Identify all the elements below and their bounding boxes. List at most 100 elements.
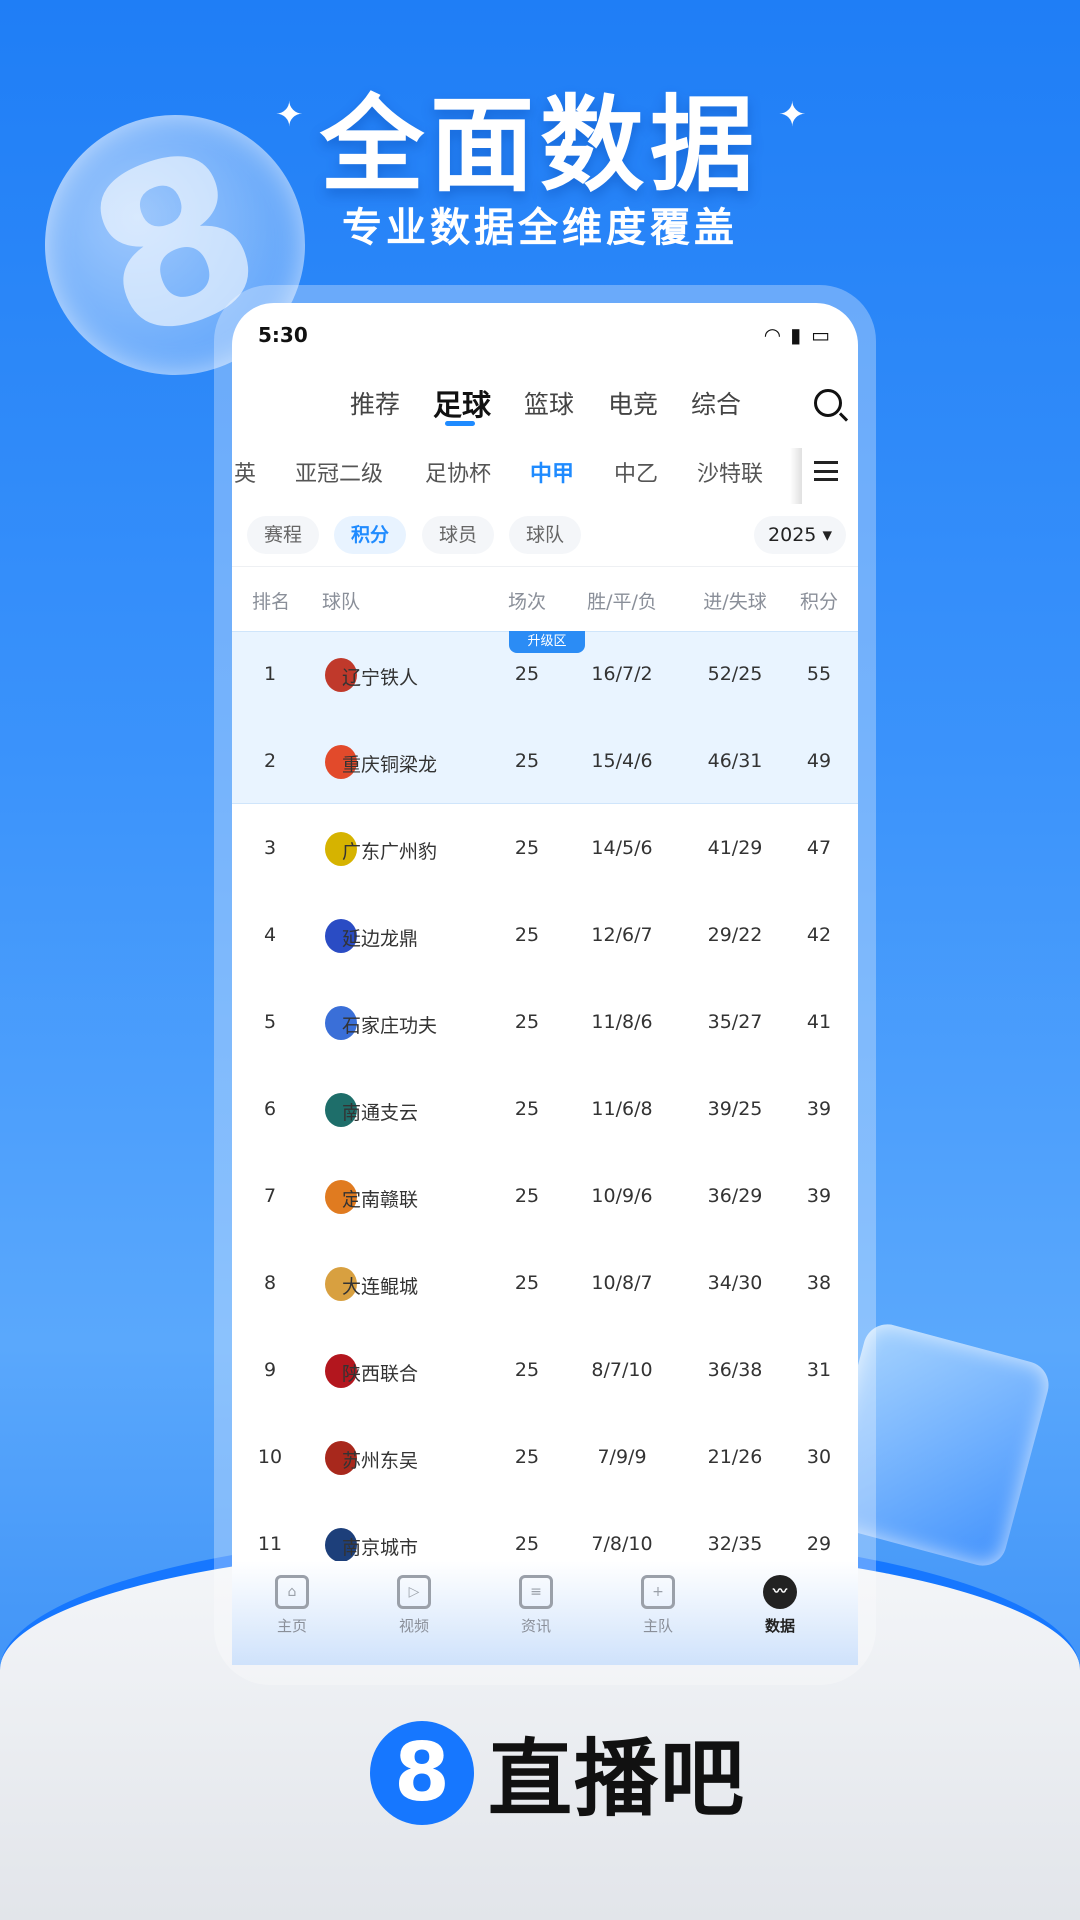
table-row[interactable]: 6 南通支云 25 11/6/8 39/25 39: [232, 1066, 858, 1153]
data-chart-icon: 〰: [763, 1575, 797, 1609]
team-logo: [325, 1441, 357, 1475]
table-row[interactable]: 9 陕西联合 25 8/7/10 36/38 31: [232, 1327, 858, 1414]
table-row[interactable]: 10 苏州东吴 25 7/9/9 21/26 30: [232, 1414, 858, 1501]
win-draw-loss: 10/9/6: [591, 1185, 653, 1207]
matches-played: 25: [514, 1272, 540, 1294]
goals-for-against: 36/29: [707, 1185, 763, 1207]
home-icon: ⌂: [275, 1575, 309, 1609]
team-rank: 11: [257, 1533, 283, 1555]
header-rank: 排名: [252, 591, 291, 613]
goals-for-against: 35/27: [707, 1011, 763, 1033]
chip-players[interactable]: 球员: [422, 516, 495, 554]
points: 49: [806, 750, 832, 772]
team-name: 重庆铜梁龙: [342, 754, 438, 776]
team-name: 延边龙鼎: [342, 928, 419, 950]
points: 38: [806, 1272, 832, 1294]
battery-icon: ▭: [811, 323, 830, 347]
nav-item[interactable]: ▷ 视频: [374, 1575, 454, 1636]
team-logo: [325, 1180, 357, 1214]
bottom-nav: ⌂ 主页 ▷ 视频 ≡ 资讯 + 主队 〰数据: [232, 1561, 858, 1665]
team-logo: [325, 1267, 357, 1301]
nav-item[interactable]: 〰数据: [740, 1575, 820, 1636]
table-row[interactable]: 1 辽宁铁人 25 16/7/2 52/25 55: [232, 631, 858, 718]
win-draw-loss: 16/7/2: [591, 663, 653, 685]
team-name: 陕西联合: [342, 1363, 419, 1385]
signal-icon: ▮: [790, 323, 802, 347]
matches-played: 25: [514, 1098, 540, 1120]
win-draw-loss: 7/8/10: [591, 1533, 653, 1555]
table-row[interactable]: 11 南京城市 25 7/8/10 32/35 29: [232, 1501, 858, 1588]
search-icon[interactable]: [814, 389, 842, 417]
points: 47: [806, 837, 832, 859]
brand-logo: 8 直播吧: [370, 1712, 746, 1833]
team-logo: [325, 832, 357, 866]
table-row[interactable]: 7 定南赣联 25 10/9/6 36/29 39: [232, 1153, 858, 1240]
promo-subtitle: 专业数据全维度覆盖: [342, 205, 738, 251]
team-name: 苏州东吴: [342, 1450, 419, 1472]
season-value: 2025: [768, 524, 817, 546]
header-goals: 进/失球: [703, 591, 767, 613]
win-draw-loss: 14/5/6: [591, 837, 653, 859]
team-shield-icon: +: [641, 1575, 675, 1609]
points: 41: [806, 1011, 832, 1033]
goals-for-against: 21/26: [707, 1446, 763, 1468]
sport-tabs: 推荐 足球 篮球 电竞 综合: [232, 385, 858, 425]
goals-for-against: 39/25: [707, 1098, 763, 1120]
brand-mark: 8: [370, 1720, 474, 1825]
chip-standings[interactable]: 积分: [334, 516, 407, 554]
season-select[interactable]: 2025 ▾: [754, 516, 846, 554]
goals-for-against: 34/30: [707, 1272, 763, 1294]
matches-played: 25: [514, 1533, 540, 1555]
team-logo: [325, 1006, 357, 1040]
nav-item[interactable]: + 主队: [618, 1575, 698, 1636]
menu-icon[interactable]: [814, 461, 838, 481]
team-name: 大连鲲城: [342, 1276, 419, 1298]
table-row[interactable]: 5 石家庄功夫 25 11/8/6 35/27 41: [232, 979, 858, 1066]
league-tab[interactable]: 沙特联: [697, 462, 764, 487]
team-rank: 9: [263, 1359, 277, 1381]
league-tab[interactable]: 亚冠二级: [295, 462, 384, 487]
goals-for-against: 36/38: [707, 1359, 763, 1381]
chip-teams[interactable]: 球队: [509, 516, 582, 554]
nav-item[interactable]: ≡ 资讯: [496, 1575, 576, 1636]
points: 55: [806, 663, 832, 685]
chip-schedule[interactable]: 赛程: [247, 516, 320, 554]
brand-name: 直播吧: [488, 1730, 747, 1828]
matches-played: 25: [514, 924, 540, 946]
win-draw-loss: 12/6/7: [591, 924, 653, 946]
table-row[interactable]: 2 重庆铜梁龙 25 15/4/6 46/31 49: [232, 718, 858, 805]
matches-played: 25: [514, 1011, 540, 1033]
win-draw-loss: 11/6/8: [591, 1098, 653, 1120]
league-tabs: 英 亚冠二级 足协杯 中甲 中乙 沙特联: [232, 456, 858, 492]
win-draw-loss: 15/4/6: [591, 750, 653, 772]
team-logo: [325, 1093, 357, 1127]
tab-recommend[interactable]: 推荐: [350, 390, 401, 419]
league-tab[interactable]: 足协杯: [425, 462, 492, 487]
matches-played: 25: [514, 837, 540, 859]
league-tab[interactable]: 英: [234, 462, 257, 487]
team-rank: 4: [263, 924, 277, 946]
table-row[interactable]: 3 广东广州豹 25 14/5/6 41/29 47: [232, 805, 858, 892]
team-name: 定南赣联: [342, 1189, 419, 1211]
status-bar: 5:30 ◠ ▮ ▭: [258, 323, 830, 347]
promo-headline: 全面数据: [319, 84, 760, 206]
team-logo: [325, 658, 357, 692]
tab-general[interactable]: 综合: [691, 390, 742, 419]
wifi-icon: ◠: [764, 323, 781, 347]
nav-item[interactable]: ⌂ 主页: [252, 1575, 332, 1636]
league-tab-active[interactable]: 中甲: [530, 462, 575, 487]
nav-label: 资讯: [520, 1617, 551, 1635]
nav-label: 主页: [276, 1617, 307, 1635]
tab-basketball[interactable]: 篮球: [524, 390, 575, 419]
header-wdl: 胜/平/负: [587, 591, 657, 613]
table-row[interactable]: 4 延边龙鼎 25 12/6/7 29/22 42: [232, 892, 858, 979]
tab-football[interactable]: 足球: [433, 388, 492, 422]
team-name: 南通支云: [342, 1102, 419, 1124]
header-played: 场次: [507, 591, 547, 613]
goals-for-against: 32/35: [707, 1533, 763, 1555]
team-name: 辽宁铁人: [342, 667, 419, 689]
table-row[interactable]: 8 大连鲲城 25 10/8/7 34/30 38: [232, 1240, 858, 1327]
tab-esports[interactable]: 电竞: [608, 390, 659, 419]
matches-played: 25: [514, 750, 540, 772]
league-tab[interactable]: 中乙: [614, 462, 659, 487]
